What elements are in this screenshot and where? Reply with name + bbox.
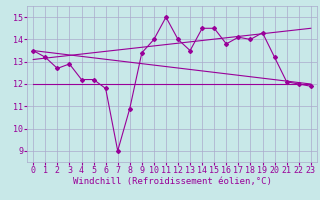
X-axis label: Windchill (Refroidissement éolien,°C): Windchill (Refroidissement éolien,°C) [73,177,271,186]
